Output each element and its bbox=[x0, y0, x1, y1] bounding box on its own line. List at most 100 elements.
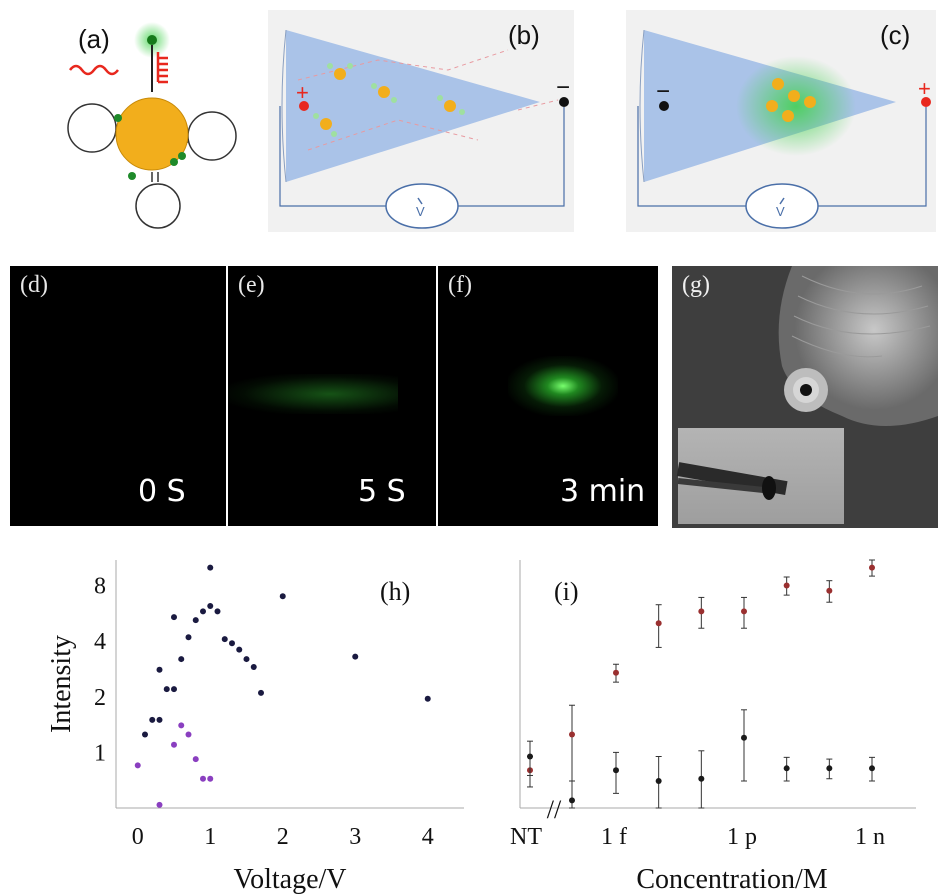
panel-d-label: (d) bbox=[20, 272, 48, 298]
nanopipette-schematic-c bbox=[637, 29, 931, 229]
panel-f-label: (f) bbox=[448, 272, 472, 298]
x-tick-label: 1 n bbox=[855, 824, 885, 850]
data-point-i-s0 bbox=[869, 564, 875, 571]
voltmeter-label-c: V bbox=[776, 204, 785, 219]
panel-c: (c) − + V bbox=[626, 10, 936, 232]
electrode-right-b bbox=[559, 97, 569, 107]
panel-c-label: (c) bbox=[880, 20, 911, 50]
data-point-i-s1 bbox=[826, 765, 833, 772]
data-point-h-s1 bbox=[171, 741, 177, 748]
data-point-h-s0 bbox=[178, 656, 185, 663]
data-point-i-s1 bbox=[569, 797, 575, 804]
x-tick-label: 1 f bbox=[601, 824, 627, 850]
x-tick-label: 1 bbox=[204, 824, 216, 850]
micrograph-e: (e) 5 S bbox=[228, 266, 436, 526]
chart-h-plot: 0 1 2 3 4 1 2 4 8 Voltage/V Intensity (h) bbox=[46, 560, 464, 895]
data-point-h-s0 bbox=[207, 564, 214, 571]
voltmeter-c bbox=[745, 183, 819, 229]
data-point-h-s0 bbox=[207, 603, 214, 610]
data-point-h-s0 bbox=[221, 636, 228, 643]
data-point-h-s0 bbox=[424, 695, 431, 702]
x-tick-label: 4 bbox=[422, 824, 434, 850]
y-tick-label: 4 bbox=[94, 629, 106, 655]
data-point-i-s0 bbox=[826, 587, 833, 594]
data-point-i-s0 bbox=[569, 731, 575, 738]
timestamp-d: 0 S bbox=[138, 474, 186, 509]
data-point-h-s0 bbox=[185, 634, 192, 641]
data-point-h-s0 bbox=[171, 614, 177, 621]
electrode-right-c bbox=[921, 97, 931, 107]
timestamp-f: 3 min bbox=[560, 474, 646, 509]
probe-schematic bbox=[67, 22, 237, 229]
micrograph-f: (f) 3 min bbox=[438, 266, 658, 526]
timestamp-e: 5 S bbox=[358, 474, 406, 509]
data-point-h-s0 bbox=[142, 731, 148, 738]
fluorophore bbox=[147, 35, 157, 45]
data-point-i-s0 bbox=[655, 620, 662, 627]
nanopipette-schematic-b bbox=[279, 29, 569, 229]
micrograph-d: (d) 0 S bbox=[10, 266, 226, 526]
data-point-h-s1 bbox=[134, 762, 141, 769]
data-point-h-s0 bbox=[352, 653, 359, 660]
fluorescence-hotspot bbox=[508, 356, 618, 416]
data-point-h-s0 bbox=[214, 608, 221, 615]
data-point-h-s0 bbox=[192, 617, 199, 624]
data-point-h-s0 bbox=[156, 666, 163, 673]
data-point-h-s0 bbox=[229, 640, 235, 647]
fluorescence-streak bbox=[228, 374, 398, 414]
axis-break-mark: // bbox=[547, 795, 562, 824]
chart-h: 0 1 2 3 4 1 2 4 8 Voltage/V Intensity (h) bbox=[40, 546, 480, 896]
x-axis-label: Concentration/M bbox=[636, 864, 827, 895]
data-point-h-s1 bbox=[185, 731, 192, 738]
x-tick-label: 0 bbox=[132, 824, 144, 850]
y-tick-label: 8 bbox=[94, 574, 106, 600]
electrode-left-sign-c: − bbox=[656, 78, 671, 105]
particles-c bbox=[766, 78, 816, 122]
data-point-i-s1 bbox=[527, 753, 533, 760]
y-axis-label: Intensity bbox=[46, 635, 77, 733]
x-tick-label: 3 bbox=[349, 824, 361, 850]
data-point-h-s0 bbox=[163, 686, 170, 693]
data-point-h-s1 bbox=[156, 801, 163, 808]
data-point-i-s1 bbox=[869, 765, 875, 772]
x-axis-label: Voltage/V bbox=[233, 864, 346, 895]
electrode-right-sign-b: − bbox=[556, 74, 571, 101]
electrode-left-sign-b: + bbox=[296, 80, 309, 105]
chart-i: //NT 1 f 1 p 1 n Concentration/M (i) bbox=[496, 546, 936, 896]
data-point-i-s0 bbox=[741, 608, 747, 615]
panel-b-label: (b) bbox=[508, 20, 540, 50]
data-point-h-s0 bbox=[156, 716, 163, 723]
panel-i-label: (i) bbox=[554, 577, 579, 606]
panel-b: (b) + − V bbox=[268, 10, 574, 232]
data-point-h-s1 bbox=[192, 756, 199, 763]
data-point-i-s1 bbox=[698, 775, 705, 782]
particles-b bbox=[313, 63, 465, 137]
x-tick-label: 1 p bbox=[727, 824, 757, 850]
fluorescence-cloud bbox=[736, 56, 856, 156]
data-point-h-s1 bbox=[178, 722, 185, 729]
data-point-h-s0 bbox=[279, 593, 286, 600]
data-point-h-s0 bbox=[236, 646, 243, 653]
data-point-i-s1 bbox=[613, 767, 619, 774]
sem-image-g: (g) bbox=[672, 266, 938, 528]
data-point-h-s0 bbox=[250, 663, 257, 670]
data-point-i-s0 bbox=[783, 582, 790, 589]
electrode-left-b bbox=[299, 101, 309, 111]
data-point-h-s0 bbox=[171, 686, 177, 693]
electrode-left-c bbox=[659, 101, 669, 111]
panel-h-label: (h) bbox=[380, 577, 410, 606]
data-point-i-s1 bbox=[741, 734, 747, 741]
data-point-h-s1 bbox=[207, 775, 214, 782]
nanopipette-tip-sem bbox=[778, 266, 938, 426]
y-tick-label: 2 bbox=[94, 685, 106, 711]
x-tick-label: 2 bbox=[277, 824, 289, 850]
panel-a: (a) bbox=[40, 10, 240, 240]
data-point-h-s1 bbox=[200, 775, 206, 782]
panel-g-label: (g) bbox=[682, 272, 710, 298]
data-point-i-s0 bbox=[698, 608, 705, 615]
sem-inset bbox=[676, 428, 844, 524]
voltmeter-b bbox=[385, 183, 459, 229]
y-tick-label: 1 bbox=[94, 740, 106, 766]
voltmeter-label-b: V bbox=[416, 204, 425, 219]
data-point-h-s0 bbox=[149, 716, 156, 723]
